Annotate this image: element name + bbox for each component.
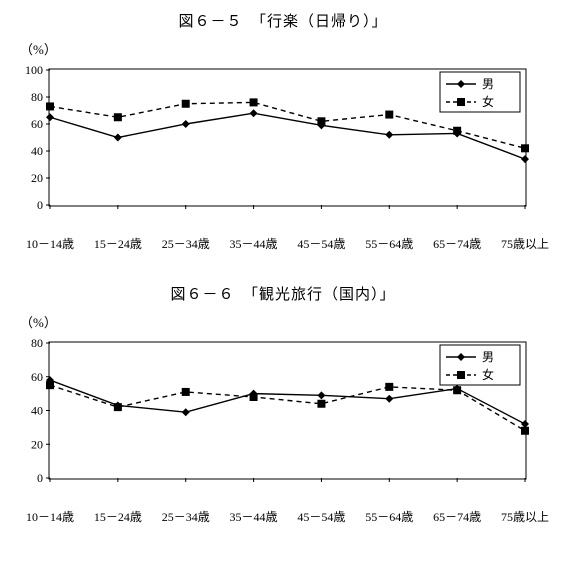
marker-square-icon: [250, 98, 258, 106]
marker-square-icon: [521, 427, 529, 435]
y-tick-label: 80: [31, 90, 43, 104]
x-category-label: 75歳以上: [501, 235, 549, 252]
marker-square-icon: [250, 393, 258, 401]
legend-label: 男: [482, 77, 494, 91]
x-category-label: 45－54歳: [297, 508, 345, 525]
y-tick-label: 0: [37, 198, 43, 212]
legend-label: 女: [482, 94, 494, 109]
y-tick-label: 60: [31, 117, 43, 131]
x-category-label: 45－54歳: [297, 235, 345, 252]
x-category-label: 55－64歳: [365, 508, 413, 525]
legend-label: 女: [482, 367, 494, 382]
marker-square-icon: [46, 102, 54, 110]
y-tick-label: 20: [31, 437, 43, 451]
legend-label: 男: [482, 350, 494, 364]
legend-marker-square-icon: [457, 98, 465, 106]
y-tick-label: 100: [25, 63, 43, 77]
y-tick-label: 40: [31, 144, 43, 158]
marker-square-icon: [521, 144, 529, 152]
x-category-label: 10－14歳: [26, 235, 74, 252]
y-tick-label: 80: [31, 336, 43, 350]
x-category-label: 15－24歳: [94, 235, 142, 252]
x-category-label: 55－64歳: [365, 235, 413, 252]
marker-square-icon: [453, 127, 461, 135]
marker-square-icon: [182, 388, 190, 396]
x-category-label: 75歳以上: [501, 508, 549, 525]
x-category-label: 65－74歳: [433, 508, 481, 525]
marker-square-icon: [317, 117, 325, 125]
marker-square-icon: [114, 113, 122, 121]
plot-wrap: 0 20 40 60 80 男女 10－14歳 15－24歳 25－34歳 35－44歳 45－5…: [10, 333, 556, 526]
y-unit-label: （%）: [20, 39, 556, 58]
plot-wrap: 0 20 40 60 80 100 男女 10－14歳 15－24歳 25－34歳 35－44歳 4…: [10, 60, 556, 253]
x-labels-row: 10－14歳 15－24歳 25－34歳 35－44歳 45－54歳 55－64歳 65－7…: [10, 235, 535, 253]
x-category-label: 15－24歳: [94, 508, 142, 525]
marker-square-icon: [182, 100, 190, 108]
x-labels-row: 10－14歳 15－24歳 25－34歳 35－44歳 45－54歳 55－64歳 65－7…: [10, 508, 535, 526]
marker-square-icon: [114, 403, 122, 411]
marker-square-icon: [317, 400, 325, 408]
x-category-label: 25－34歳: [162, 508, 210, 525]
x-category-label: 10－14歳: [26, 508, 74, 525]
x-category-label: 65－74歳: [433, 235, 481, 252]
x-category-label: 35－44歳: [230, 508, 278, 525]
x-category-label: 25－34歳: [162, 235, 210, 252]
chart2-plot: 0 20 40 60 80 男女: [10, 333, 535, 508]
y-unit-label: （%）: [20, 312, 556, 331]
chart-title: 図６－５ 「行楽（日帰り）」: [10, 10, 556, 31]
chart1-plot: 0 20 40 60 80 100 男女: [10, 60, 535, 235]
marker-square-icon: [46, 381, 54, 389]
chart2-block: 図６－６ 「観光旅行（国内）」 （%） 0 20 40 60 80 男女 10－14歳 15…: [10, 283, 556, 526]
x-category-label: 35－44歳: [230, 235, 278, 252]
y-tick-label: 0: [37, 471, 43, 485]
chart1-block: 図６－５ 「行楽（日帰り）」 （%） 0 20 40 60 80 100 男女 10－14歳…: [10, 10, 556, 253]
marker-square-icon: [385, 383, 393, 391]
y-tick-label: 20: [31, 171, 43, 185]
marker-square-icon: [385, 111, 393, 119]
legend-box: [440, 345, 520, 385]
chart-title: 図６－６ 「観光旅行（国内）」: [10, 283, 556, 304]
legend-box: [440, 72, 520, 112]
marker-square-icon: [453, 386, 461, 394]
y-tick-label: 60: [31, 370, 43, 384]
y-tick-label: 40: [31, 404, 43, 418]
legend-marker-square-icon: [457, 371, 465, 379]
